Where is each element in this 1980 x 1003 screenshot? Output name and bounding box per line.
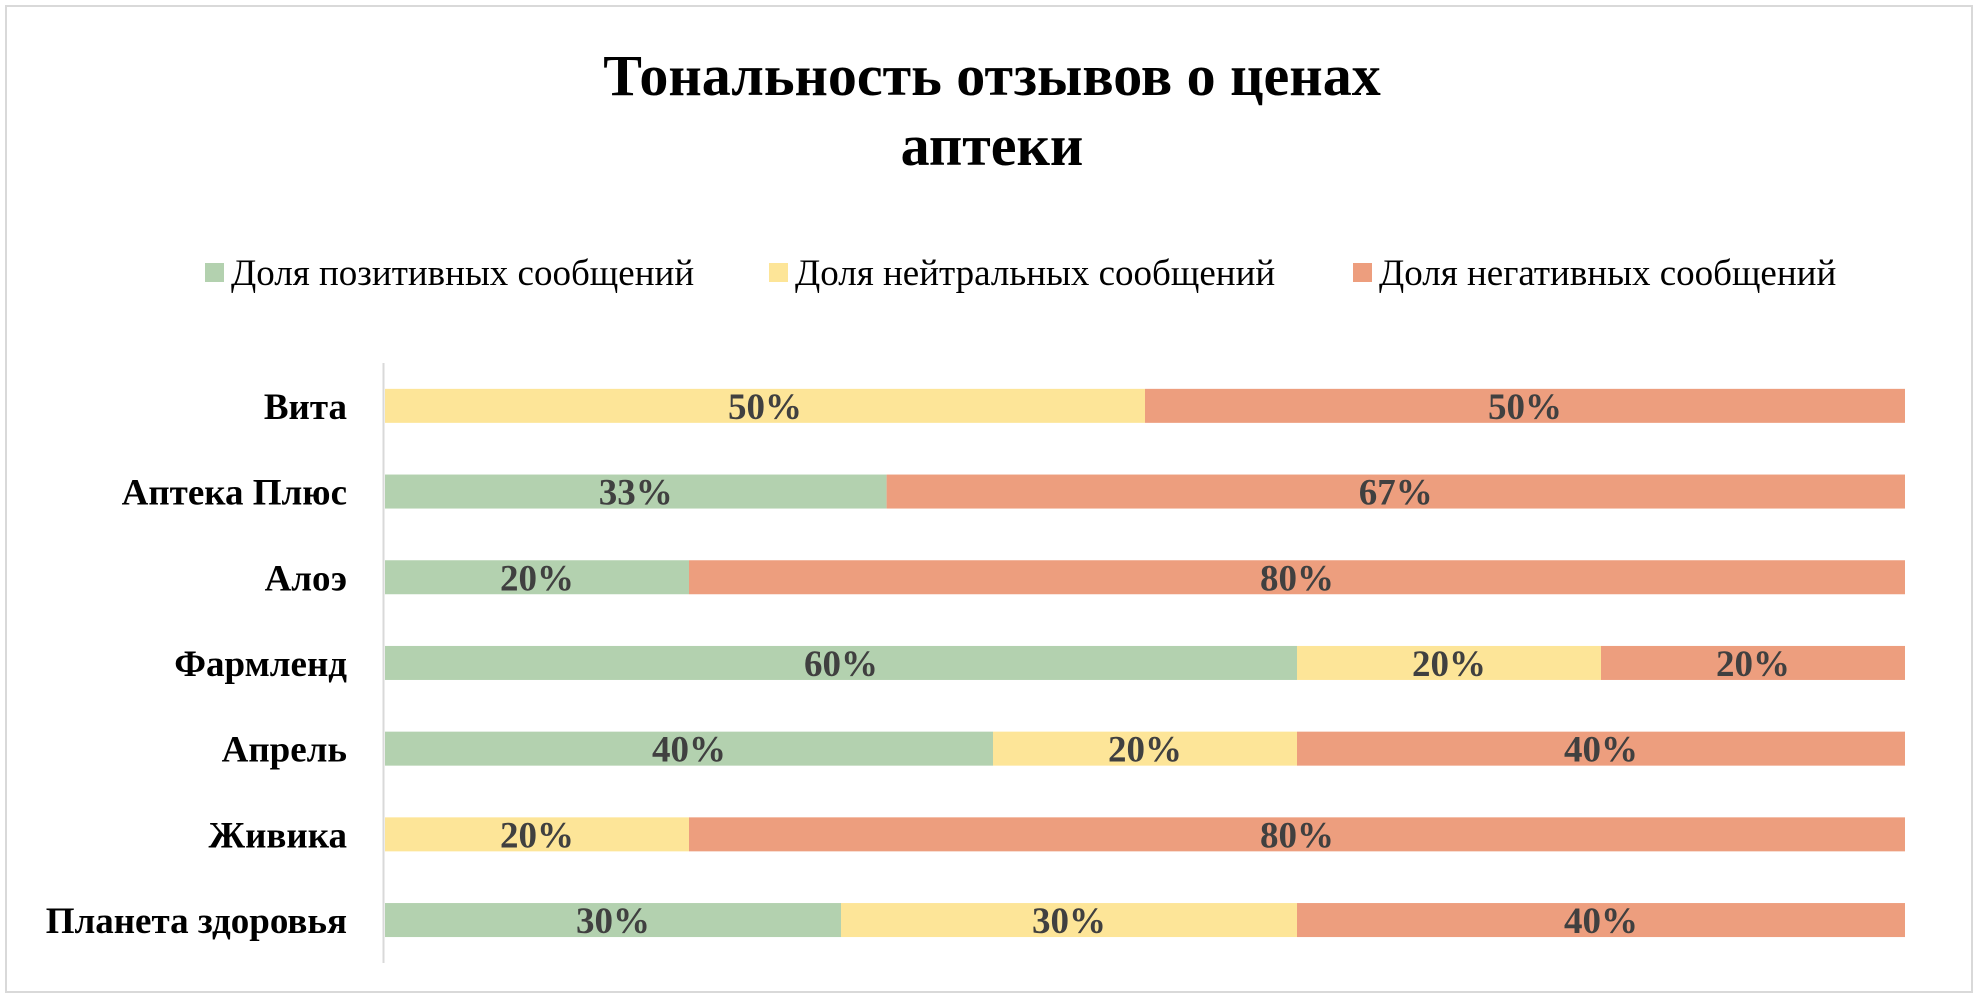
bar-negative [886,474,1905,509]
data-label-negative: 80% [1260,558,1334,599]
category-label: Алоэ [265,558,347,599]
bar-negative [1145,388,1905,423]
data-label-negative: 40% [1564,901,1638,942]
category-label: Живика [209,815,347,856]
legend-label-neutral: Доля нейтральных сообщений [795,253,1275,294]
bars-group: 50% 50% 33% 67% 20% 80% 60% 20% 20% 40% 20% 40% 20% 8… [385,387,1905,942]
data-label-negative: 80% [1260,815,1334,856]
bar-negative [1297,731,1905,766]
category-label: Фармленд [174,644,347,685]
bar-neutral [993,731,1297,766]
bar-neutral [1297,645,1601,680]
bar-negative [689,560,1905,595]
data-label-negative: 40% [1564,730,1638,771]
data-label-negative: 50% [1488,387,1562,428]
legend-label-negative: Доля негативных сообщений [1379,253,1836,294]
bar-positive [385,645,1297,680]
data-label-positive: 30% [576,901,650,942]
bar-negative [1601,645,1905,680]
data-label-neutral: 20% [1412,644,1486,685]
data-label-negative: 67% [1359,473,1433,514]
category-label: Апрель [222,730,347,771]
legend: Доля позитивных сообщений Доля нейтральн… [205,253,1836,294]
legend-swatch-positive [205,263,224,282]
data-label-negative: 20% [1716,644,1790,685]
bar-neutral [385,817,689,852]
bar-positive [385,903,841,938]
data-label-positive: 60% [804,644,878,685]
bar-neutral [841,903,1297,938]
legend-swatch-negative [1353,263,1372,282]
legend-label-positive: Доля позитивных сообщений [231,253,694,294]
bar-positive [385,560,689,595]
category-labels: Вита Аптека Плюс Алоэ Фармленд Апрель Живика П… [46,387,348,942]
data-label-positive: 20% [500,558,574,599]
data-label-positive: 33% [599,473,673,514]
bar-negative [689,817,1905,852]
legend-swatch-neutral [769,263,788,282]
bar-positive [385,474,887,509]
chart-title-line-2: аптеки [901,113,1084,178]
category-label: Аптека Плюс [122,473,347,514]
data-label-positive: 40% [652,730,726,771]
category-label: Планета здоровья [46,901,347,942]
chart-title-line-1: Тональность отзывов о ценах [603,43,1380,108]
data-label-neutral: 20% [500,815,574,856]
bar-negative [1297,903,1905,938]
bar-neutral [385,388,1145,423]
data-label-neutral: 30% [1032,901,1106,942]
category-label: Вита [264,387,347,428]
bar-positive [385,731,993,766]
data-label-neutral: 20% [1108,730,1182,771]
data-label-neutral: 50% [728,387,802,428]
